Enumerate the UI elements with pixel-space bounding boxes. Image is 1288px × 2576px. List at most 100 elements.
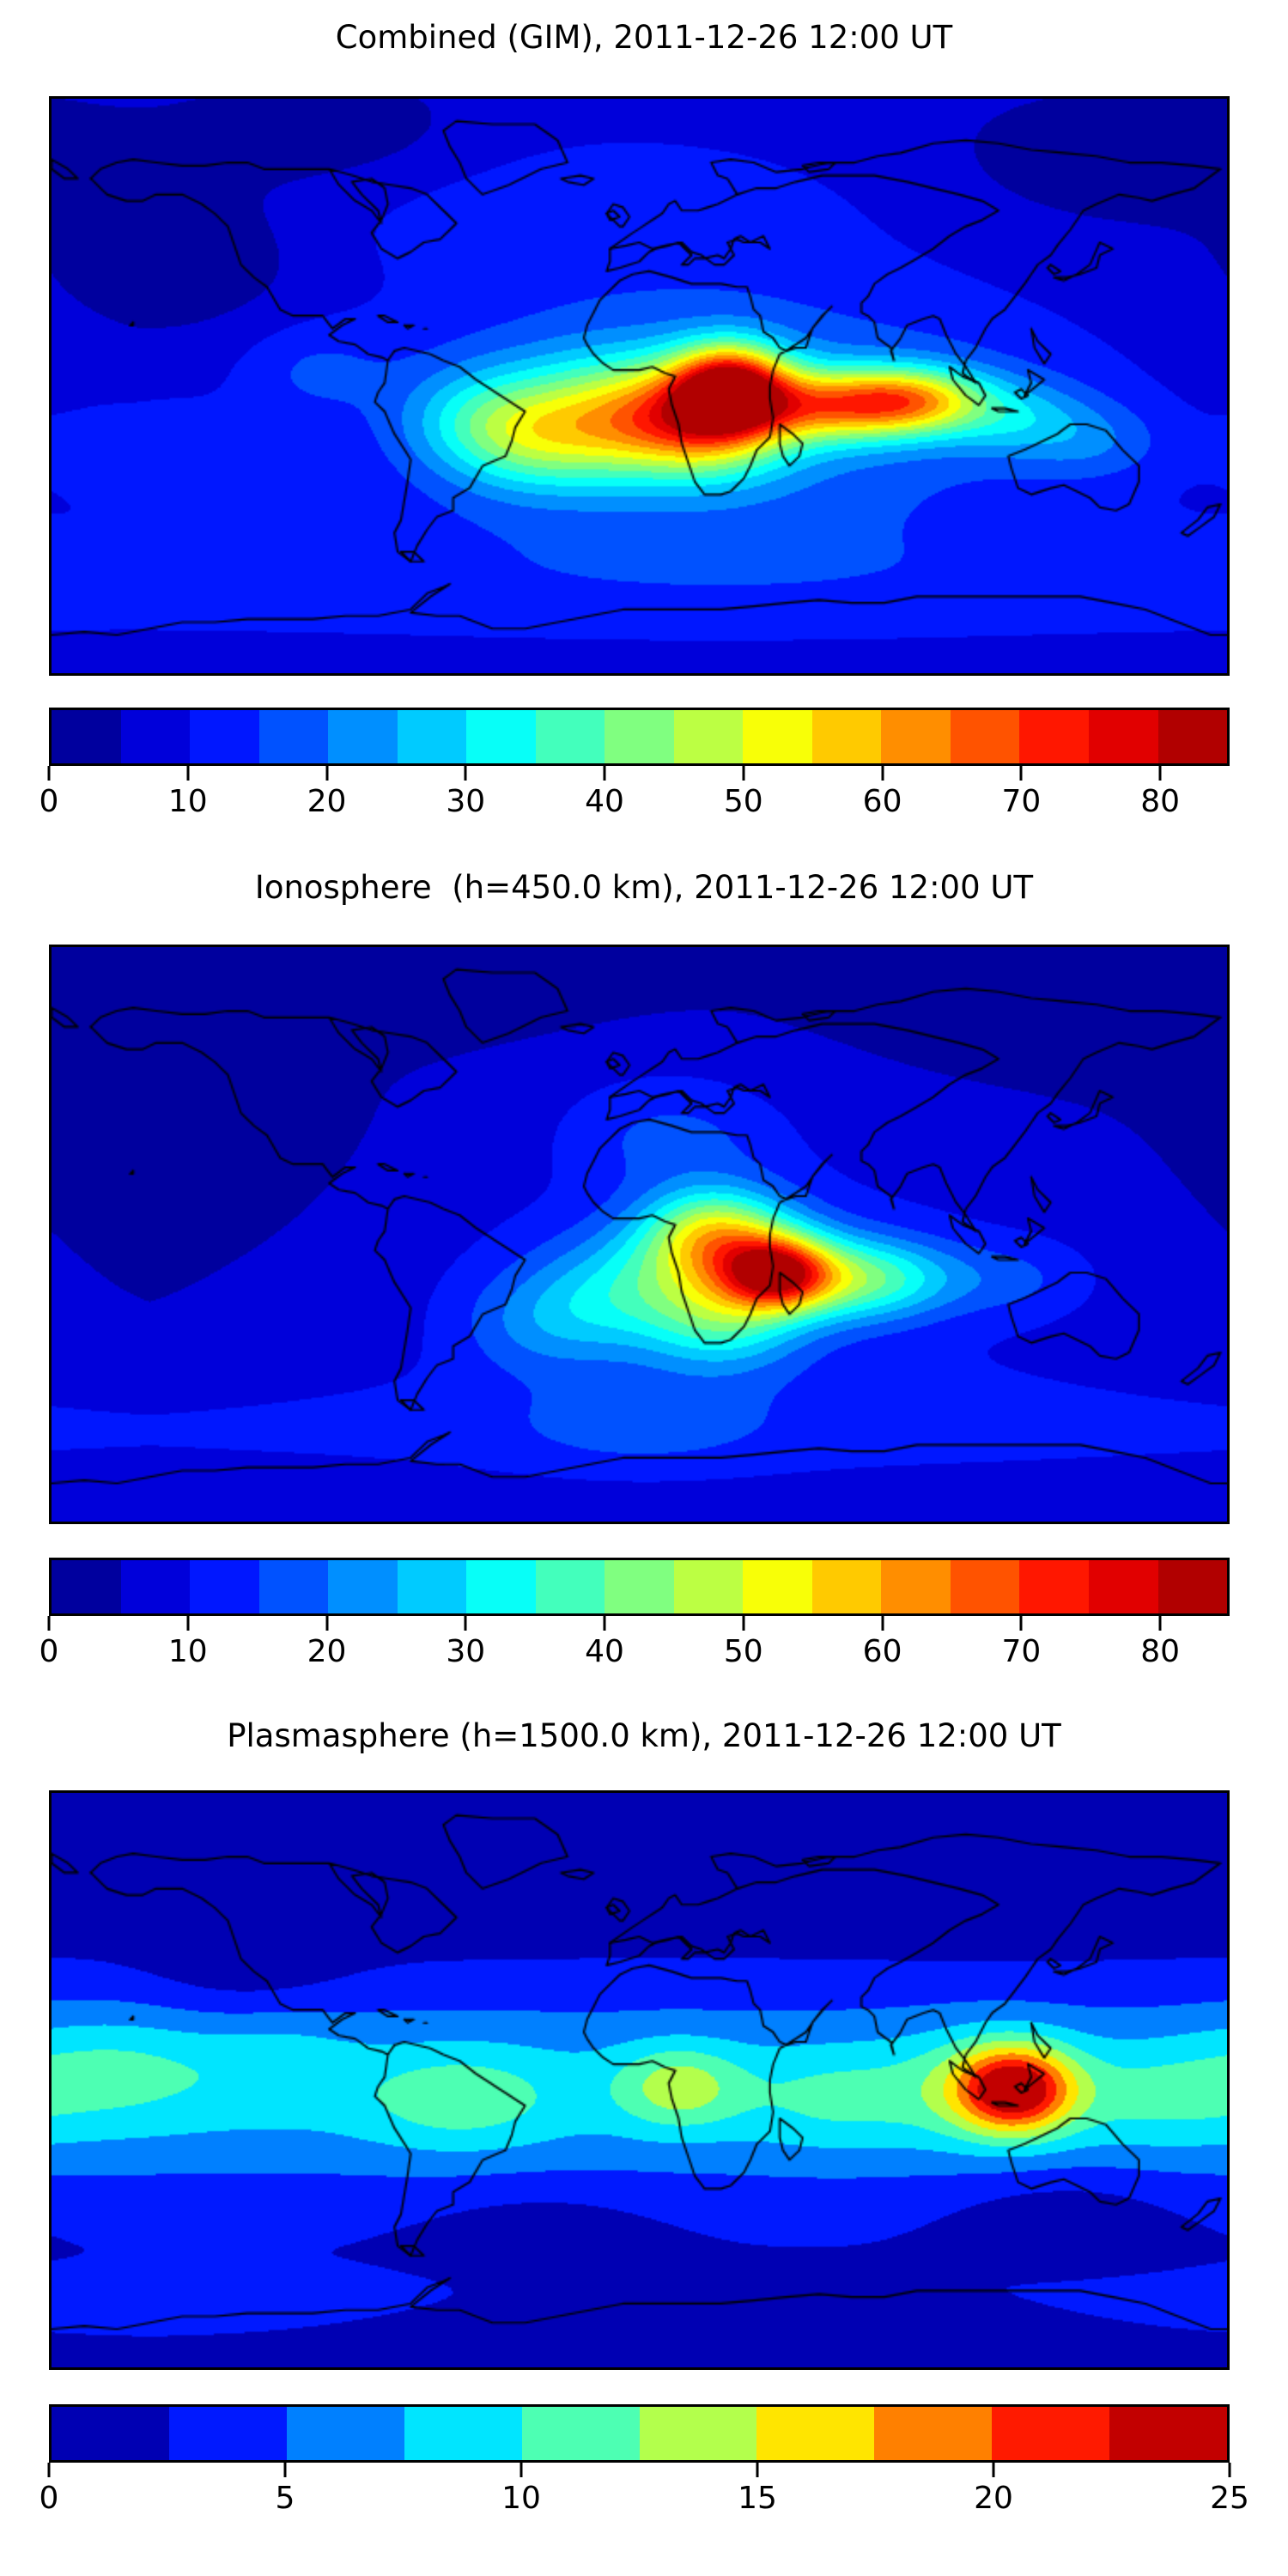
colorbar-tick [1158,1616,1162,1631]
colorbar-band [397,1560,467,1613]
colorbar-tick-label: 10 [167,784,208,819]
panel-title-plasmasphere: Plasmasphere (h=1500.0 km), 2011-12-26 1… [227,1717,1061,1754]
colorbar-tick-label: 0 [39,1634,59,1669]
colorbar-band [673,1560,744,1613]
colorbar-tick [186,1616,190,1631]
colorbar-band [404,2407,522,2460]
colorbar-tick-label: 10 [501,2481,541,2516]
colorbar-gradient-combined [49,708,1230,766]
colorbar-band [950,1560,1020,1613]
colorbar-tick [519,2463,523,2477]
colorbar-tick-label: 60 [862,784,902,819]
colorbar-tick-label: 40 [585,1634,624,1669]
colorbar-band [743,1560,812,1613]
colorbar-tick-label: 60 [862,1634,902,1669]
colorbar-band [1157,1560,1228,1613]
colorbar-tick-label: 80 [1140,784,1181,819]
colorbar-tick [283,2463,287,2477]
colorbar-combined: 0 10 20 30 40 50 60 70 80 [39,708,1230,819]
colorbar-tick-label: 5 [275,2481,295,2516]
colorbar-tick [464,766,467,781]
colorbar-band [605,710,674,763]
colorbar-band [397,710,467,763]
colorbar-band [535,1560,605,1613]
colorbar-band [950,710,1020,763]
colorbar-band [258,710,329,763]
colorbar-band [1019,710,1089,763]
colorbar-tick-label: 30 [446,784,486,819]
colorbar-tick-label: 15 [738,2481,777,2516]
colorbar-band [535,710,605,763]
colorbar-tick-label: 20 [974,2481,1013,2516]
colorbar-tick [603,1616,606,1631]
panel-title-combined: Combined (GIM), 2011-12-26 12:00 UT [335,19,953,56]
colorbar-band [874,2407,993,2460]
colorbar-tick-label: 20 [307,784,347,819]
colorbar-tick-label: 70 [1001,1634,1042,1669]
colorbar-tick [881,1616,884,1631]
colorbar-tick [742,766,745,781]
colorbar-tick [992,2463,995,2477]
colorbar-band [743,710,812,763]
colorbar-tick-label: 25 [1210,2481,1249,2516]
colorbar-band [881,1560,951,1613]
colorbar-band [52,1560,121,1613]
colorbar-band [190,710,259,763]
colorbar-tick [47,1616,51,1631]
colorbar-band [1109,2407,1228,2460]
colorbar-tick-label: 10 [167,1634,208,1669]
colorbar-band [466,1560,536,1613]
colorbar-tick [47,2463,51,2477]
colorbar-tick [325,766,329,781]
colorbar-band [190,1560,259,1613]
map-canvas-combined [52,99,1227,673]
map-panel-ionosphere [49,945,1230,1524]
colorbar-band [521,2407,640,2460]
colorbar-gradient-ionosphere [49,1558,1230,1616]
colorbar-tick-label: 30 [446,1634,486,1669]
colorbar-tick-label: 50 [723,1634,763,1669]
colorbar-band [1019,1560,1089,1613]
colorbar-band [120,710,191,763]
colorbar-tick [1019,766,1023,781]
colorbar-tick [1019,1616,1023,1631]
colorbar-tick-label: 0 [39,2481,59,2516]
colorbar-band [328,710,398,763]
colorbar-band [52,2407,169,2460]
colorbar-tick [325,1616,329,1631]
colorbar-band [1088,710,1158,763]
map-canvas-ionosphere [52,947,1227,1522]
colorbar-band [1088,1560,1158,1613]
colorbar-band [52,710,121,763]
colorbar-tick [1158,766,1162,781]
panel-title-ionosphere: Ionosphere (h=450.0 km), 2011-12-26 12:0… [254,869,1034,906]
colorbar-band [168,2407,287,2460]
colorbar-tick [756,2463,759,2477]
colorbar-tick [742,1616,745,1631]
colorbar-band [258,1560,329,1613]
colorbar-band [605,1560,674,1613]
colorbar-band [466,710,536,763]
colorbar-band [1157,710,1228,763]
colorbar-band [811,1560,882,1613]
colorbar-tick-label: 40 [585,784,624,819]
colorbar-band [120,1560,191,1613]
colorbar-ionosphere: 0 10 20 30 40 50 60 70 80 [39,1558,1230,1669]
colorbar-tick [186,766,190,781]
colorbar-tick [1228,2463,1231,2477]
colorbar-tick [464,1616,467,1631]
colorbar-tick [881,766,884,781]
colorbar-tick-label: 70 [1001,784,1042,819]
map-panel-combined [49,96,1230,676]
map-panel-plasmasphere [49,1790,1230,2370]
colorbar-band [673,710,744,763]
colorbar-tick-label: 0 [39,784,59,819]
colorbar-gradient-plasmasphere [49,2404,1230,2463]
colorbar-band [756,2407,875,2460]
colorbar-tick-label: 50 [723,784,763,819]
colorbar-band [328,1560,398,1613]
colorbar-plasmasphere: 0 5 10 15 20 25 [39,2404,1249,2516]
map-canvas-plasmasphere [52,1793,1227,2367]
colorbar-band [881,710,951,763]
